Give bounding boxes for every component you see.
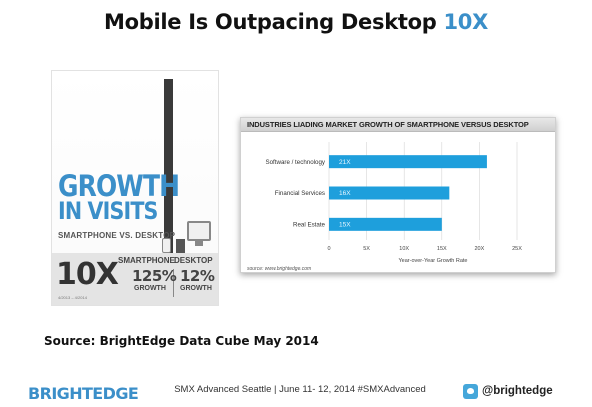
- slide-title: Mobile Is Outpacing Desktop 10X: [0, 10, 592, 34]
- data-source: Source: BrightEdge Data Cube May 2014: [44, 334, 319, 348]
- stats-divider: [173, 269, 174, 297]
- bar-data-label: 16X: [339, 190, 351, 197]
- category-label: Software / technology: [265, 159, 325, 166]
- twitter-handle: @brightedge: [482, 385, 553, 397]
- twitter-bird-icon: [463, 384, 478, 399]
- chart-header: INDUSTRIES LIADING MARKET GROWTH OF SMAR…: [241, 118, 555, 132]
- chart-source-note: source: www.brightedge.com: [247, 266, 312, 272]
- industry-growth-chart: INDUSTRIES LIADING MARKET GROWTH OF SMAR…: [240, 117, 556, 273]
- smartphone-column-label: SMARTPHONE: [118, 256, 175, 265]
- chart-bar: [329, 217, 442, 231]
- x-tick-label: 20X: [475, 246, 485, 252]
- x-tick-label: 5X: [363, 246, 370, 252]
- growth-infographic: GROWTH IN VISITS SMARTPHONE VS. DESKTOP …: [51, 70, 219, 306]
- category-label: Financial Services: [275, 190, 325, 197]
- category-label: Real Estate: [293, 222, 326, 229]
- desktop-monitor-icon: [187, 221, 211, 246]
- x-tick-label: 0: [327, 246, 330, 252]
- desktop-growth-word: GROWTH: [180, 285, 212, 292]
- event-footer-text: SMX Advanced Seattle | June 11- 12, 2014…: [174, 384, 426, 395]
- bar-data-label: 21X: [339, 159, 351, 166]
- slide-title-main: Mobile Is Outpacing Desktop: [104, 10, 437, 34]
- multiplier-value: 10X: [56, 257, 119, 292]
- desktop-growth-bar: [176, 239, 185, 265]
- bar-data-label: 15X: [339, 222, 351, 229]
- x-tick-label: 25X: [512, 246, 522, 252]
- infographic-stats-panel: 10X 4/2013 – 4/2014 SMARTPHONE DESKTOP 1…: [52, 253, 218, 305]
- chart-bar: [329, 155, 487, 169]
- chart-bar: [329, 186, 450, 200]
- infographic-subhead: SMARTPHONE VS. DESKTOP: [58, 231, 176, 240]
- multiplier-note: 4/2013 – 4/2014: [58, 295, 87, 300]
- desktop-column-label: DESKTOP: [174, 256, 213, 265]
- chart-plot: 0 5X 10X 15X 20X 25X 21X Software / technology 1…: [265, 142, 522, 264]
- brightedge-logo: BRIGHTEDGE: [28, 384, 139, 403]
- smartphone-growth-bar: [164, 79, 173, 265]
- x-axis-label: Year-over-Year Growth Rate: [399, 258, 468, 264]
- x-tick-label: 10X: [399, 246, 409, 252]
- smartphone-icon: [162, 238, 171, 253]
- infographic-headline-in-visits: IN VISITS: [58, 197, 158, 225]
- desktop-growth-value: 12%: [180, 267, 215, 285]
- smartphone-growth-value: 125%: [132, 267, 177, 285]
- slide-title-accent: 10X: [443, 10, 488, 34]
- x-tick-label: 15X: [437, 246, 447, 252]
- smartphone-growth-word: GROWTH: [134, 285, 166, 292]
- infographic-headline-growth: GROWTH: [58, 169, 180, 203]
- chart-title: INDUSTRIES LIADING MARKET GROWTH OF SMAR…: [247, 120, 529, 129]
